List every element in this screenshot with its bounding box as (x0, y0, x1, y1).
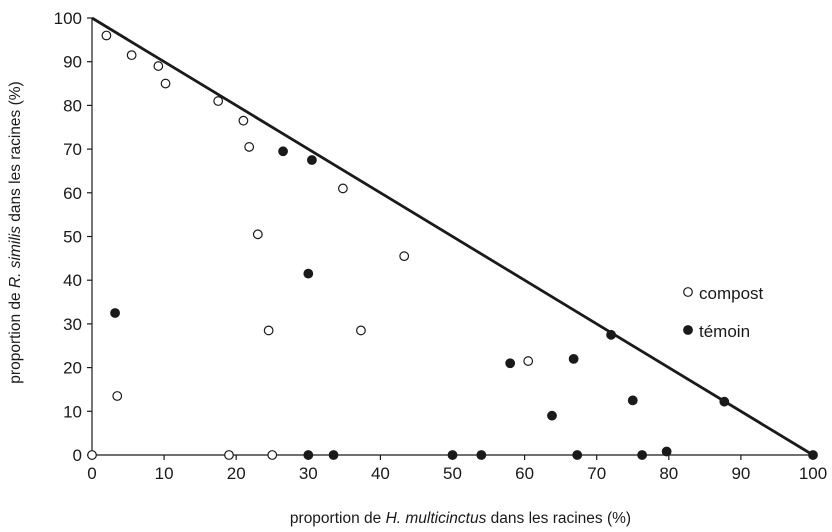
point-temoin (572, 450, 583, 460)
x-axis-title-italic: H. multicinctus (386, 510, 487, 527)
x-tick-label: 80 (659, 464, 678, 483)
x-tick-label: 100 (799, 464, 827, 483)
point-compost (338, 183, 348, 194)
point-compost (101, 30, 112, 41)
x-tick-label: 30 (299, 464, 318, 483)
x-tick-label: 0 (87, 464, 96, 483)
point-temoin (547, 410, 557, 421)
x-axis-title-prefix: proportion de (290, 510, 386, 527)
reference-line (91, 16, 814, 457)
x-tick-label: 20 (227, 464, 246, 483)
point-temoin (303, 450, 314, 460)
point-temoin (110, 308, 120, 318)
point-compost (263, 325, 274, 336)
y-tick-label: 20 (63, 359, 82, 378)
point-temoin (661, 446, 672, 457)
point-compost (213, 96, 224, 106)
point-compost (160, 78, 171, 89)
point-compost (356, 325, 366, 336)
y-axis-title: proportion de R. similis dans les racine… (7, 81, 24, 383)
point-temoin (328, 450, 339, 460)
y-tick-label: 60 (63, 184, 82, 203)
point-temoin (278, 146, 288, 157)
point-compost (153, 61, 164, 71)
x-axis-title: proportion de H. multicinctus dans les r… (290, 510, 631, 527)
y-tick-label: 100 (54, 9, 82, 28)
point-temoin (476, 450, 487, 460)
legend-marker (683, 287, 693, 297)
point-compost (112, 391, 123, 401)
point-compost (252, 229, 263, 240)
x-axis-title-suffix: dans les racines (%) (486, 510, 631, 527)
y-tick-label: 90 (63, 53, 82, 72)
point-compost (238, 115, 249, 126)
y-axis-title-prefix: proportion de (7, 288, 24, 384)
legend-label: témoin (699, 322, 750, 341)
x-tick-label: 70 (587, 464, 606, 483)
y-tick-label: 10 (63, 402, 82, 421)
point-compost (126, 50, 137, 61)
y-tick-label: 0 (73, 446, 82, 465)
point-temoin (568, 353, 579, 364)
legend-label: compost (699, 284, 764, 303)
x-tick-label: 50 (443, 464, 462, 483)
point-temoin (307, 155, 317, 165)
y-axis-title-suffix: dans les racines (%) (7, 81, 24, 226)
point-temoin (606, 329, 617, 340)
y-tick-label: 40 (63, 271, 82, 290)
x-tick-label: 60 (515, 464, 534, 483)
point-temoin (637, 450, 648, 460)
y-tick-label: 70 (63, 140, 82, 159)
point-temoin (505, 358, 516, 369)
x-tick-label: 90 (731, 464, 750, 483)
y-tick-label: 80 (63, 96, 82, 115)
ticks: 0 10 20 30 40 50 60 70 80 90 100 0 10 20 30 40 50 60 70 80 9… (54, 9, 828, 483)
legend: compost témoin (683, 284, 764, 341)
y-tick-label: 30 (63, 315, 82, 334)
legend-marker (683, 325, 693, 335)
data-points (87, 30, 818, 460)
point-temoin (627, 395, 638, 406)
point-compost (244, 142, 255, 152)
x-tick-label: 40 (371, 464, 390, 483)
point-temoin (303, 268, 314, 279)
point-compost (87, 450, 97, 460)
point-temoin (719, 396, 730, 407)
x-tick-label: 10 (155, 464, 174, 483)
point-temoin (808, 450, 818, 460)
point-compost (399, 251, 410, 262)
point-compost (224, 450, 234, 460)
point-compost (267, 450, 278, 460)
y-tick-label: 50 (63, 228, 82, 247)
y-axis-title-italic: R. similis (7, 226, 24, 288)
reference-line-group (91, 16, 814, 457)
point-temoin (447, 450, 458, 460)
point-compost (523, 356, 534, 366)
